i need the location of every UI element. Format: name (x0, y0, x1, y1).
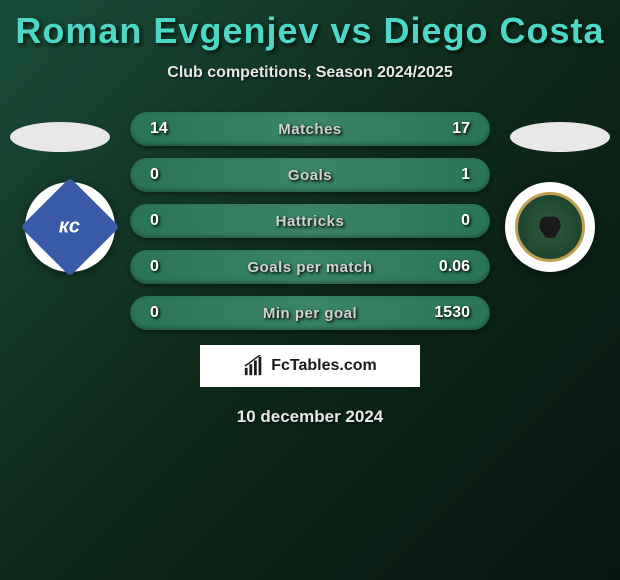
stat-value-right: 17 (430, 120, 470, 138)
stat-value-left: 0 (150, 166, 190, 184)
stat-row-goals-per-match: 0 Goals per match 0.06 (130, 250, 490, 284)
club-logo-left: кс (25, 182, 115, 272)
stat-value-right: 1 (430, 166, 470, 184)
bull-icon (530, 207, 570, 247)
stat-value-right: 0 (430, 212, 470, 230)
player-silhouette-right (510, 122, 610, 152)
stat-rows: 14 Matches 17 0 Goals 1 0 Hattricks 0 0 … (130, 112, 490, 330)
stat-value-left: 14 (150, 120, 190, 138)
stat-value-left: 0 (150, 258, 190, 276)
club-logo-right (505, 182, 595, 272)
page-title: Roman Evgenjev vs Diego Costa (0, 10, 620, 52)
stat-row-min-per-goal: 0 Min per goal 1530 (130, 296, 490, 330)
footer-date: 10 december 2024 (0, 407, 620, 427)
player-silhouette-left (10, 122, 110, 152)
stats-area: кс 14 Matches 17 0 Goals 1 0 H (0, 112, 620, 427)
club-initials-left: кс (59, 215, 80, 238)
stat-value-right: 1530 (430, 304, 470, 322)
stat-value-right: 0.06 (430, 258, 470, 276)
stat-label: Goals per match (247, 259, 372, 276)
club-crest-left: кс (21, 178, 120, 277)
stat-row-goals: 0 Goals 1 (130, 158, 490, 192)
stat-row-matches: 14 Matches 17 (130, 112, 490, 146)
stat-value-left: 0 (150, 212, 190, 230)
stat-label: Matches (278, 121, 342, 138)
stat-value-left: 0 (150, 304, 190, 322)
subtitle: Club competitions, Season 2024/2025 (0, 64, 620, 82)
comparison-card: Roman Evgenjev vs Diego Costa Club compe… (0, 0, 620, 437)
stat-label: Min per goal (263, 305, 357, 322)
stat-label: Hattricks (276, 213, 345, 230)
attribution-badge: FcTables.com (200, 345, 420, 387)
chart-icon (243, 355, 265, 377)
stat-label: Goals (288, 167, 332, 184)
stat-row-hattricks: 0 Hattricks 0 (130, 204, 490, 238)
attribution-text: FcTables.com (271, 357, 377, 375)
club-crest-right (515, 192, 585, 262)
